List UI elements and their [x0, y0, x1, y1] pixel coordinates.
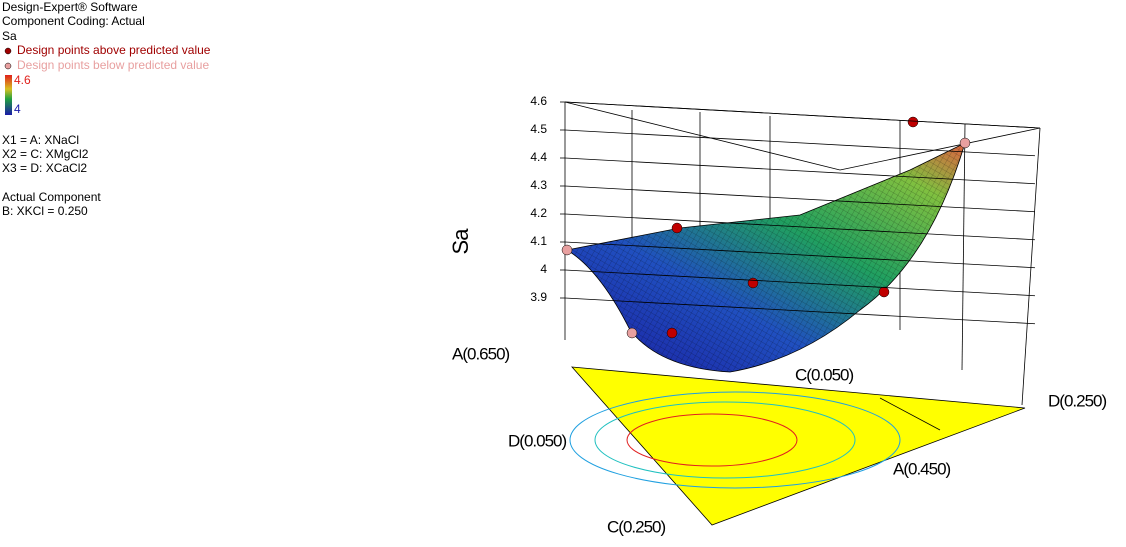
grid-line — [564, 185, 1036, 213]
factor: X3 = D: XCaCl2 — [2, 161, 87, 175]
response: Sa — [2, 29, 17, 43]
z-tick-label: 4.3 — [530, 178, 547, 192]
corner-label: A(0.450) — [893, 459, 951, 478]
color-bar — [5, 75, 12, 115]
coding: Component Coding: Actual — [2, 14, 145, 28]
grid-line — [564, 269, 1036, 297]
z-tick-label: 4.5 — [530, 122, 547, 136]
grid-line — [564, 101, 1036, 129]
z-tick-label: 4.4 — [530, 150, 547, 164]
grid-line — [564, 241, 1036, 269]
software: Design-Expert® Software — [2, 0, 138, 14]
z-tick-label: 3.9 — [530, 290, 547, 304]
z-axis-label: Sa — [448, 228, 473, 255]
z-tick-label: 4.2 — [530, 206, 547, 220]
grid-line — [564, 213, 1036, 241]
floor — [569, 366, 1026, 526]
actual-value: B: XKCl = 0.250 — [2, 204, 88, 218]
z-tick-label: 4 — [540, 262, 547, 276]
low-label: 4 — [14, 102, 21, 116]
grid-line — [564, 157, 1036, 185]
corner-label: A(0.650) — [452, 344, 510, 363]
legend: Design-Expert® Software Component Coding… — [2, 0, 211, 218]
actual-title: Actual Component — [2, 190, 101, 204]
design-points — [561, 116, 971, 339]
factor: X1 = A: XNaCl — [2, 133, 79, 147]
corner-label: D(0.250) — [1048, 391, 1106, 410]
grid-line — [564, 297, 1036, 325]
factor: X2 = C: XMgCl2 — [2, 147, 89, 161]
grid-line — [564, 129, 1036, 157]
z-tick-label: 4.6 — [530, 94, 547, 108]
surface-mesh — [567, 143, 965, 372]
above-marker — [4, 47, 12, 55]
corner-label: C(0.250) — [607, 517, 665, 536]
corner-label: C(0.050) — [795, 365, 853, 384]
below-marker — [4, 62, 12, 70]
above-label: Design points above predicted value — [17, 43, 211, 57]
corner-label: D(0.050) — [508, 431, 566, 450]
z-tick-label: 4.1 — [530, 234, 547, 248]
below-label: Design points below predicted value — [17, 58, 209, 72]
high-label: 4.6 — [14, 73, 31, 87]
